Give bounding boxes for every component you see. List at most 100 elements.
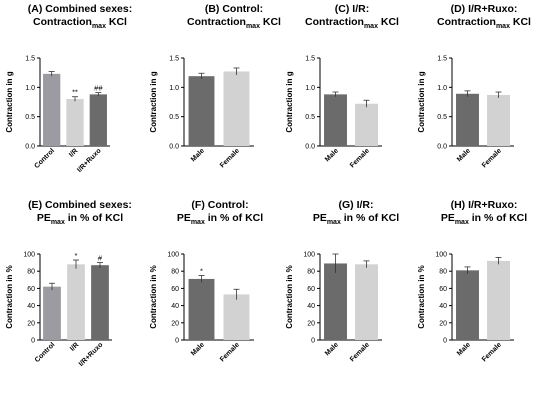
panel-G-ylabel: Contraction in % [285,265,294,329]
panel-C-title: (C) I/R: [335,3,369,15]
panel-D-title-main: Contraction [437,16,496,28]
panel-E-bar-2 [67,264,85,340]
panel-E-bar-1 [43,286,61,340]
panel-D-title: (D) I/R+Ruxo: [451,3,518,15]
panel-G-ytick-label: 100 [303,252,315,259]
panel-D-bar-2 [487,94,510,146]
panel-E: (E) Combined sexes:PEmax in % of KCl Cont… [5,199,132,368]
panel-C-ytick-label: 1.5 [305,56,315,63]
panel-G-title-line2: PEmax in % of KCl [313,212,399,226]
panel-G-title-sub: max [327,219,341,226]
panel-F-title-main: PE [177,212,191,224]
panel-D-bar-1 [456,93,479,146]
panel-E-significance-3: # [98,254,103,263]
panel-D: (D) I/R+Ruxo:Contractionmax KClContracti… [417,3,531,169]
panel-C-title-main: Contraction [305,16,364,28]
panel-F-ytick-label: 100 [167,252,179,259]
panel-G-category-label-2: Female [349,341,371,363]
panel-B-ytick-label: 0.0 [169,144,179,151]
panel-A-title-rest: KCl [106,16,127,28]
panel-A-ytick-label: 1.5 [25,56,35,63]
panel-B-bar-1 [188,76,215,146]
panel-A-category-label-3: I/R+Ruxo [76,147,103,174]
panel-B-title-rest: KCl [260,16,281,28]
panel-H-category-label-1: Male [456,341,472,357]
panel-F-ytick-label: 80 [171,269,179,276]
panel-E-title-line2: PEmax in % of KCl [37,212,123,226]
panel-F-category-label-2: Female [219,341,241,363]
panel-E-ytick-label: 60 [27,286,35,293]
panel-E-title-rest: in % of KCl [65,212,123,224]
panel-G-ytick-label: 20 [307,320,315,327]
panel-B-ytick-label: 1.0 [169,85,179,92]
panel-A-ytick-label: 0.0 [25,144,35,151]
panel-E-ylabel: Contraction in % [5,265,14,329]
panel-B-category-label-1: Male [190,147,206,163]
panel-E-significance-2: * [75,251,78,260]
panel-H-ytick-label: 20 [439,320,447,327]
panel-A-category-label-1: Control [34,147,57,170]
panel-A-ytick-label: 0.5 [25,114,35,121]
panel-H-bar-1 [456,270,479,340]
panel-E-title-main: PE [37,212,51,224]
panel-C-ytick-label: 1.0 [305,85,315,92]
panel-B-title: (B) Control: [205,3,263,15]
panel-A-title-line2: Contractionmax KCl [33,16,127,30]
panel-C: (C) I/R:Contractionmax KCl Contraction in… [285,3,399,169]
panel-H-ylabel: Contraction in % [417,265,426,329]
panel-H-ytick-label: 60 [439,286,447,293]
panel-F-ytick-label: 0 [175,338,179,345]
panel-H-title: (H) I/R+Ruxo: [451,199,518,211]
panel-C-title-rest: KCl [378,16,399,28]
panel-G-bar-2 [355,264,378,340]
panel-F: (F) Control:PEmax in % of KCl Contraction… [149,199,263,363]
panel-C-ytick-label: 0.5 [305,114,315,121]
panel-F-ytick-label: 20 [171,320,179,327]
panel-A-bar-3 [89,94,107,146]
panel-C-title-sub: max [364,23,378,30]
panel-G-bar-1 [324,263,347,340]
panel-D-title-line2: Contractionmax KCl [437,16,531,30]
panel-G-ytick-label: 0 [311,338,315,345]
panel-F-ylabel: Contraction in % [149,265,158,329]
panel-C-bar-1 [324,94,347,146]
panel-A-significance-3: ## [94,84,103,93]
panel-F-ytick-label: 60 [171,286,179,293]
panel-E-ytick-label: 20 [27,320,35,327]
panel-B-ylabel: Contraction in g [149,71,158,132]
panel-H-category-label-2: Female [481,341,503,363]
panel-C-category-label-1: Male [324,147,340,163]
panel-H-title-sub: max [455,219,469,226]
panel-D-ytick-label: 0.0 [437,144,447,151]
panel-G-category-label-1: Male [324,341,340,357]
panel-A-title-sub: max [92,23,106,30]
panel-D-ytick-label: 0.5 [437,114,447,121]
panel-D-ylabel: Contraction in g [417,71,426,132]
panel-E-ytick-label: 100 [23,252,35,259]
panel-C-ylabel: Contraction in g [285,71,294,132]
panel-G-title-main: PE [313,212,327,224]
panel-H-bar-2 [487,260,510,340]
panel-G-ytick-label: 40 [307,303,315,310]
panel-D-category-label-1: Male [456,147,472,163]
panel-F-title-rest: in % of KCl [205,212,263,224]
panel-B: (B) Control:Contractionmax KClContractio… [149,3,281,169]
panel-A-bar-2 [66,99,84,146]
panel-E-title: (E) Combined sexes: [28,199,132,211]
panel-F-title-line2: PEmax in % of KCl [177,212,263,226]
panel-C-bar-2 [355,103,378,146]
panel-E-category-label-1: Control [34,341,57,364]
panel-F-significance-1: * [200,267,203,276]
panel-F-category-label-1: Male [190,341,206,357]
panel-B-ytick-label: 0.5 [169,114,179,121]
panel-A-category-label-2: I/R [68,147,79,158]
panel-H-title-main: PE [441,212,455,224]
panel-C-title-line2: Contractionmax KCl [305,16,399,30]
panel-B-bar-2 [223,71,250,146]
panel-C-ytick-label: 0.0 [305,144,315,151]
panel-E-ytick-label: 40 [27,303,35,310]
panel-C-category-label-2: Female [349,147,371,169]
panel-D-title-sub: max [496,23,510,30]
